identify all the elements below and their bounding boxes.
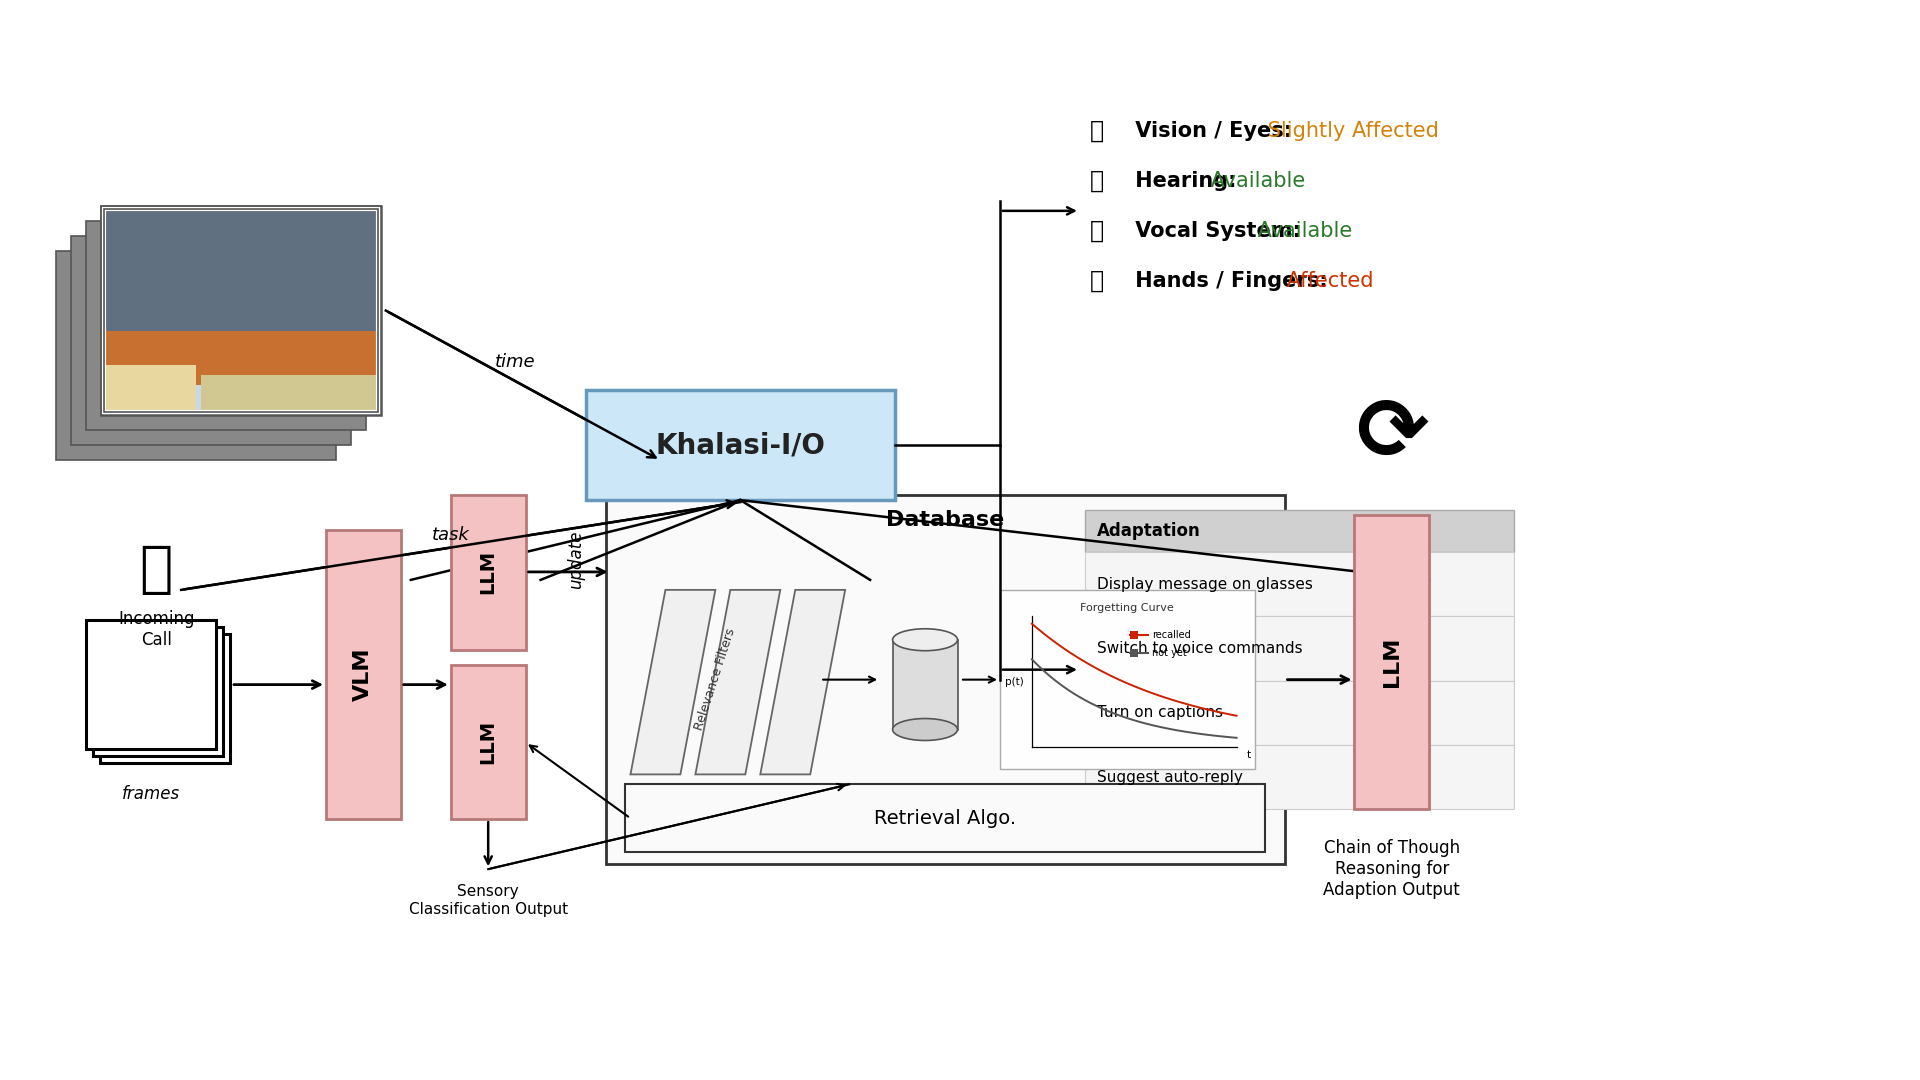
Polygon shape — [760, 590, 845, 774]
Bar — [1085, 745, 1515, 809]
Bar — [1000, 590, 1254, 769]
Bar — [451, 664, 526, 820]
Text: Affected: Affected — [1279, 271, 1373, 291]
Text: Available: Available — [1252, 220, 1352, 241]
Text: Vocal System:: Vocal System: — [1127, 220, 1300, 241]
Text: Suggest auto-reply: Suggest auto-reply — [1096, 770, 1242, 785]
Text: LLM: LLM — [1382, 637, 1402, 687]
Text: Khalasi-I/O: Khalasi-I/O — [655, 431, 826, 459]
Text: 👄: 👄 — [1091, 219, 1104, 243]
Text: Turn on captions: Turn on captions — [1096, 705, 1223, 720]
Text: ⟳: ⟳ — [1356, 394, 1428, 476]
Text: Available: Available — [1204, 171, 1306, 191]
Text: time: time — [495, 353, 536, 372]
Polygon shape — [695, 590, 780, 774]
Text: Hearing:: Hearing: — [1127, 171, 1236, 191]
Bar — [626, 784, 1265, 852]
Ellipse shape — [893, 718, 958, 741]
Bar — [104, 208, 378, 413]
Bar — [106, 365, 196, 410]
Bar — [71, 235, 351, 445]
Text: t: t — [1246, 751, 1250, 760]
Bar — [100, 634, 230, 764]
Bar — [1085, 510, 1515, 552]
Text: 🖐️: 🖐️ — [1091, 269, 1104, 293]
Bar — [86, 220, 367, 430]
Ellipse shape — [893, 629, 958, 651]
Text: Switch to voice commands: Switch to voice commands — [1096, 640, 1302, 656]
Bar — [1129, 631, 1139, 638]
Bar — [586, 390, 895, 500]
Bar — [86, 620, 217, 750]
Text: 👂: 👂 — [1091, 168, 1104, 193]
Bar — [106, 330, 376, 386]
Bar — [1354, 515, 1428, 809]
Bar — [106, 211, 376, 336]
Bar — [102, 206, 380, 416]
Text: 👁️: 👁️ — [1091, 119, 1104, 143]
Text: Retrieval Algo.: Retrieval Algo. — [874, 809, 1016, 827]
Bar — [202, 376, 376, 410]
Bar — [1085, 680, 1515, 745]
Bar — [94, 626, 223, 756]
Text: Hands / Fingers:: Hands / Fingers: — [1127, 271, 1327, 291]
Text: Incoming
Call: Incoming Call — [117, 610, 194, 649]
Text: Sensory
Classification Output: Sensory Classification Output — [409, 885, 568, 917]
Bar — [104, 208, 378, 413]
Bar — [451, 495, 526, 650]
Bar — [102, 206, 380, 416]
Text: Slightly Affected: Slightly Affected — [1261, 121, 1438, 141]
Text: Relevance Filters: Relevance Filters — [693, 627, 737, 732]
Text: Display message on glasses: Display message on glasses — [1096, 577, 1313, 592]
Text: task: task — [432, 526, 470, 544]
Text: Adaptation: Adaptation — [1096, 522, 1200, 540]
Text: Database: Database — [885, 510, 1004, 530]
Text: update: update — [566, 530, 584, 590]
Text: LLM: LLM — [478, 720, 497, 764]
Text: recalled: recalled — [1152, 630, 1190, 639]
Text: VLM: VLM — [353, 648, 372, 701]
Bar — [56, 251, 336, 460]
Bar — [1085, 552, 1515, 617]
Text: p(t): p(t) — [1004, 677, 1023, 687]
Bar — [1129, 649, 1139, 657]
Bar — [893, 639, 958, 729]
Text: LLM: LLM — [478, 551, 497, 594]
Text: 📞: 📞 — [140, 543, 173, 597]
Bar — [326, 530, 401, 820]
Bar — [605, 495, 1284, 864]
Text: frames: frames — [123, 785, 180, 804]
Bar — [1085, 617, 1515, 680]
Text: Chain of Though
Reasoning for
Adaption Output: Chain of Though Reasoning for Adaption O… — [1323, 839, 1461, 899]
Text: Vision / Eyes:: Vision / Eyes: — [1127, 121, 1292, 141]
Text: Forgetting Curve: Forgetting Curve — [1081, 603, 1175, 612]
Polygon shape — [630, 590, 716, 774]
Text: not yet: not yet — [1152, 648, 1187, 658]
